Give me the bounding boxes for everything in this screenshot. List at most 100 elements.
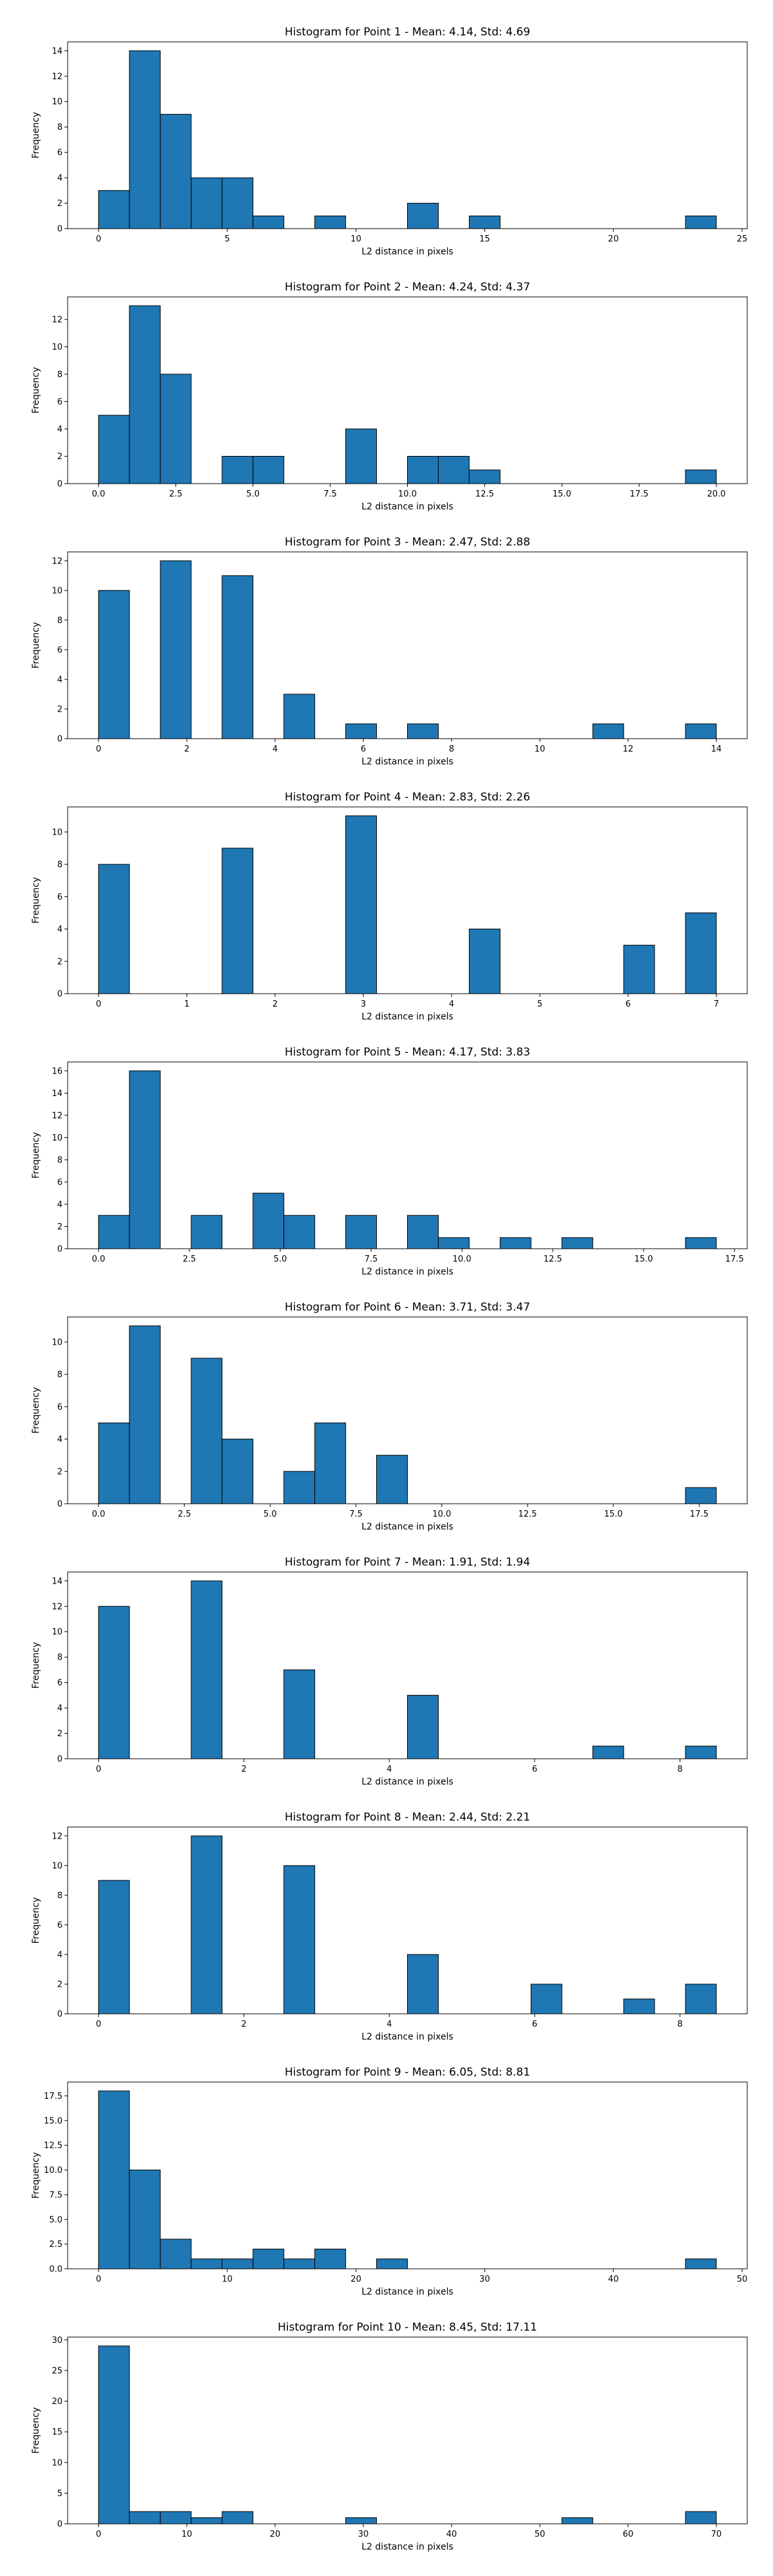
histogram-bar [283,1669,316,1759]
y-tick-label: 15 [52,2428,62,2438]
histogram-bar [561,1237,593,1249]
x-tick-label: 30 [479,2275,490,2284]
histogram-bar [98,2345,130,2524]
y-tick-label: 14 [52,1089,62,1099]
y-tick-label: 4 [57,1950,62,1960]
y-tick-label: 2 [57,199,62,209]
y-tick-label: 12 [52,1602,62,1612]
y-tick-label: 10 [52,2458,62,2468]
histogram-bar [191,1358,223,1504]
plot-frame [67,2336,748,2524]
chart-panel-6: Histogram for Point 6 - Mean: 3.71, Std:… [31,1301,748,1532]
histogram-bar [499,1237,531,1249]
y-tick-label: 14 [52,1577,62,1586]
y-tick-label: 12 [52,72,62,82]
x-tick-label: 6 [625,999,631,1009]
histogram-bar [129,50,161,229]
y-axis-label: Frequency [31,1132,41,1179]
y-tick-label: 4 [57,1200,62,1209]
x-tick-label: 7.5 [365,1255,378,1264]
chart-panel-8: Histogram for Point 8 - Mean: 2.44, Std:… [31,1811,748,2042]
histogram-bar [685,723,717,739]
histogram-bar [407,456,439,484]
histogram-bar [160,113,192,229]
histogram-bar [623,945,655,994]
y-tick-label: 4 [57,1704,62,1714]
x-tick-label: 7 [714,999,719,1009]
histogram-bar [468,215,501,229]
histogram-bar [222,2259,254,2269]
histogram-bar [314,215,347,229]
y-tick-label: 4 [57,174,62,184]
histogram-bar [98,2090,130,2269]
x-tick-label: 20.0 [707,489,726,499]
y-tick-label: 10.0 [44,2166,62,2175]
histogram-bar [98,1880,130,2014]
x-tick-label: 17.5 [630,489,649,499]
x-tick-label: 8 [677,1765,682,1774]
y-tick-label: 4 [57,1435,62,1444]
y-tick-label: 14 [52,46,62,56]
y-tick-label: 6 [57,148,62,158]
y-tick-label: 0 [57,1755,62,1765]
histogram-bar [407,1954,439,2014]
y-tick-label: 0 [57,990,62,999]
y-tick-label: 12 [52,556,62,566]
x-tick-label: 0 [96,2275,101,2284]
histogram-bar [437,1237,470,1249]
y-tick-label: 10 [52,1133,62,1143]
chart-panel-10: Histogram for Point 10 - Mean: 8.45, Std… [31,2321,748,2552]
chart-title: Histogram for Point 3 - Mean: 2.47, Std:… [285,536,530,549]
histogram-bar [160,374,192,484]
x-tick-label: 2 [184,744,189,754]
chart-panel-9: Histogram for Point 9 - Mean: 6.05, Std:… [31,2066,748,2297]
x-tick-label: 50 [737,2275,748,2284]
y-tick-label: 10 [52,97,62,107]
x-tick-label: 10 [535,744,546,754]
histogram-bar [222,2511,254,2524]
histogram-bar [314,1422,347,1504]
x-tick-label: 14 [711,744,722,754]
y-tick-label: 2 [57,705,62,714]
x-tick-label: 0 [96,2020,101,2029]
histogram-bar [191,1835,223,2014]
x-axis-label: L2 distance in pixels [361,1522,453,1532]
x-axis-label: L2 distance in pixels [361,247,453,257]
y-tick-label: 0 [57,1500,62,1510]
histogram-bar [561,2517,593,2524]
histogram-bar [222,1439,254,1504]
x-tick-label: 7.5 [323,489,337,499]
y-tick-label: 5 [57,2489,62,2499]
x-tick-label: 6 [361,744,366,754]
y-tick-label: 25 [52,2366,62,2376]
histogram-bar [253,2248,285,2269]
x-tick-label: 15.0 [553,489,571,499]
x-tick-label: 4 [272,744,278,754]
histogram-bar [222,177,254,229]
x-tick-label: 0 [96,744,101,754]
y-tick-label: 10 [52,586,62,596]
plot-frame [67,2081,748,2269]
histogram-bar [345,815,377,994]
y-tick-label: 20 [52,2397,62,2407]
chart-title: Histogram for Point 5 - Mean: 4.17, Std:… [285,1046,530,1059]
x-axis-label: L2 distance in pixels [361,2032,453,2042]
y-tick-label: 4 [57,675,62,685]
y-tick-label: 8 [57,123,62,133]
histogram-bar [253,456,285,484]
x-tick-label: 40 [446,2530,457,2539]
x-tick-label: 10.0 [398,489,417,499]
y-tick-label: 6 [57,893,62,902]
x-tick-label: 10.0 [432,1510,451,1519]
plot-frame [67,806,748,994]
plot-frame [67,41,748,229]
x-tick-label: 8 [449,744,454,754]
x-tick-label: 15.0 [604,1510,623,1519]
histogram-bar [98,190,130,229]
y-tick-label: 10 [52,1861,62,1871]
x-tick-label: 6 [532,2020,537,2029]
y-tick-label: 0 [57,1245,62,1255]
y-tick-label: 0 [57,2010,62,2020]
y-tick-label: 10 [52,343,62,352]
